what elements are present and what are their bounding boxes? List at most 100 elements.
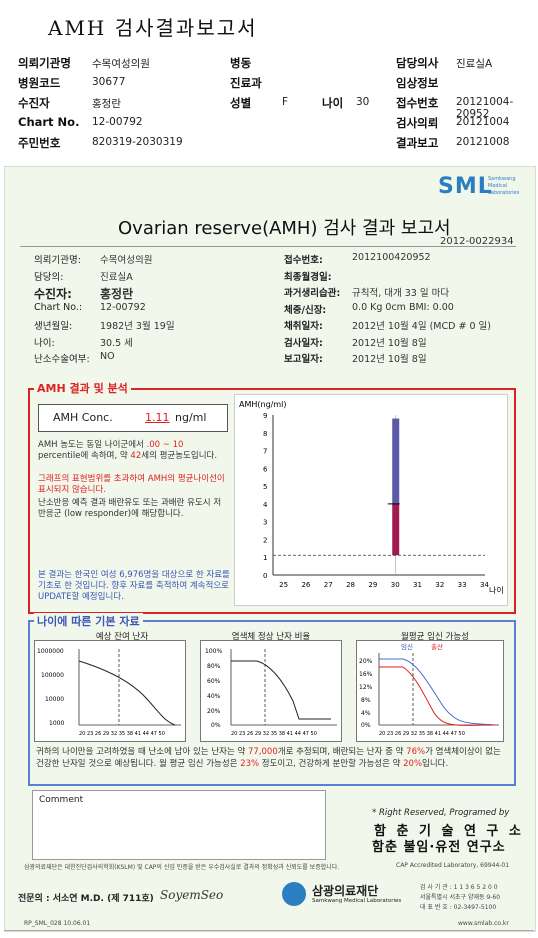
x-tick: 32 [435,581,444,589]
c1-xticks: 20 23 26 29 32 35 38 41 44 47 50 [79,731,165,737]
info-key: 과거생리습관: [284,288,341,299]
x-tick: 34 [480,581,489,589]
x-tick: 25 [279,581,288,589]
x-axis-label: 나이 [489,585,504,595]
info-value: 홍정란 [100,287,134,301]
c3-xticks: 20 23 26 29 32 35 38 41 44 47 50 [379,731,465,737]
amh-value-bar [392,503,400,556]
header-value: 20121008 [456,136,510,148]
c3-legend-birth: 출산 [431,642,443,651]
foundation-name: 삼광의료재단 [312,884,379,898]
header-value: F [282,96,289,108]
y-tick: 3 [263,519,267,527]
contact-3: 대 표 번 호 : 02-3497-5100 [420,904,497,911]
amh-conc-unit: ng/ml [175,411,207,424]
info-value: NO [100,351,115,362]
c2-y1: 80% [207,663,221,670]
y-tick: 8 [263,430,267,438]
info-value: 201210042095​2 [352,252,431,263]
header-key: 병원코드 [18,76,61,90]
c3-y2: 12% [359,684,373,691]
info-key: 보고일자: [284,354,323,365]
header-value: 20121004-20952 [456,96,514,120]
amh-responder-text: 난소반응 예측 결과 배란유도 또는 과배란 유도시 저반응군 (low res… [38,498,222,519]
report-title: Ovarian reserve(AMH) 검사 결과 보고서 [118,218,451,239]
sml-logo-sub: Samkwang Medical Laboratories [488,176,520,196]
x-tick: 33 [458,581,467,589]
contact-1: 검 사 기 관 : 1 1 3 6 5 2 0 0 [420,884,498,891]
comment-label: Comment [39,795,84,805]
page-title: AMH 검사결과보고서 [48,16,258,40]
info-key: 나이: [34,337,55,349]
c3-y1: 16% [359,671,373,678]
amh-section-title: AMH 결과 및 분석 [34,380,131,396]
info-value: 0.0 Kg 0cm BMI: 0.00 [352,301,454,313]
c2-y4: 20% [207,708,221,715]
basic-data-box [28,620,516,786]
normal-oocyte-chart: 100% 80% 60% 40% 20% 0% 20 23 26 29 32 3… [200,640,342,742]
info-key: 접수번호: [284,255,323,266]
cert-text: 삼광의료재단은 대한진단검사의학회(KSLM) 및 CAP의 신임 인증을 받은… [24,864,340,871]
info-key: 생년월일: [34,321,73,332]
doctor-name: 전문의 : 서소연 M.D. (제 711호) [18,894,154,904]
info-value: 2012년 10월 8일 [352,337,427,349]
info-key: 담당의: [34,271,64,283]
x-tick: 29 [368,581,377,589]
info-value: 1982년 3월 19일 [100,321,175,332]
x-tick: 28 [346,581,355,589]
info-key: 채취일자: [284,321,323,332]
amh-conc-box: AMH Conc. 1.11 ng/ml [38,404,228,432]
oocyte-chart: 1000000 100000 10000 1000 20 23 26 29 32… [34,640,186,742]
header-key: 검사의뢰 [396,116,439,130]
header-key: 주민번호 [18,136,61,150]
info-value: 수목여성의원 [100,255,153,266]
y-tick: 0 [263,572,267,580]
header-key: 담당의사 [396,56,439,70]
info-key: 검사일자: [284,337,323,349]
doctor-signature: SoyemSeo [160,888,224,902]
y-tick: 1 [263,554,267,562]
info-key: 체중/신장: [284,304,327,316]
y-tick: 6 [263,465,268,473]
amh-conc-value: 1.11 [145,411,170,424]
divider [20,246,516,247]
y-tick: 7 [263,448,267,456]
c3-y3: 8% [361,697,371,704]
lab-name-1: 함 춘 기 술 연 구 소 [374,824,524,839]
c2-y2: 60% [207,678,221,685]
c1-y0: 1000000 [37,648,64,655]
x-tick: 31 [413,581,422,589]
normal-oocyte-chart-title: 염색체 정상 난자 비율 [231,632,311,642]
info-value: 진료실A [100,271,133,283]
header-key: Chart No. [18,115,80,129]
amh-range-bar [392,418,400,504]
rights-text: * Right Reserved, Programed by [372,808,510,818]
c1-y1: 100000 [41,672,64,679]
header-value: 12-00792 [92,116,143,128]
amh-data-note: 본 결과는 한국인 여성 6,976명을 대상으로 한 자료를 기초로 한 것입… [38,570,230,602]
amh-chart: AMH(ng/ml) 0 1 2 3 4 5 6 7 8 9 25 26 27 28 29 30 31 32 33 34… [234,394,508,606]
pregnancy-chart-title: 월평균 임신 가능성 [401,632,469,642]
pregnancy-chart: 임신 출산 20% 16% 12% 8% 4% 0% 20 23 26 29 3… [356,640,504,742]
header-key: 결과보고 [396,136,439,150]
c2-y3: 40% [207,693,221,700]
form-code: RP_SML_028 10.06.01 [24,920,91,927]
amh-range-note: 그래프의 표현범위를 초과하여 AMH의 평균나이선이 표시되지 않습니다. [38,474,225,495]
report-ref-no: 2012-0022934 [440,236,514,247]
header-key: 성별 [230,96,252,110]
header-value: 홍정란 [92,98,121,110]
website-url: www.smlab.co.kr [458,920,509,927]
foundation-logo-icon [282,882,306,906]
x-tick: 30 [391,581,400,589]
y-tick: 5 [263,483,267,491]
c3-legend-pregnancy: 임신 [401,642,413,651]
basic-section-title: 나이에 따른 기본 자료 [34,613,143,629]
c2-y5: 0% [211,722,221,729]
header-key: 진료과 [230,76,262,90]
contact-2: 서울특별시 서초구 양재동 9-60 [420,894,501,901]
c3-y5: 0% [361,722,371,729]
c2-xticks: 20 23 26 29 32 35 38 41 44 47 50 [231,731,317,737]
comment-box: Comment [32,790,326,860]
lab-name-2: 함춘 불임·유전 연구소 [372,840,506,855]
